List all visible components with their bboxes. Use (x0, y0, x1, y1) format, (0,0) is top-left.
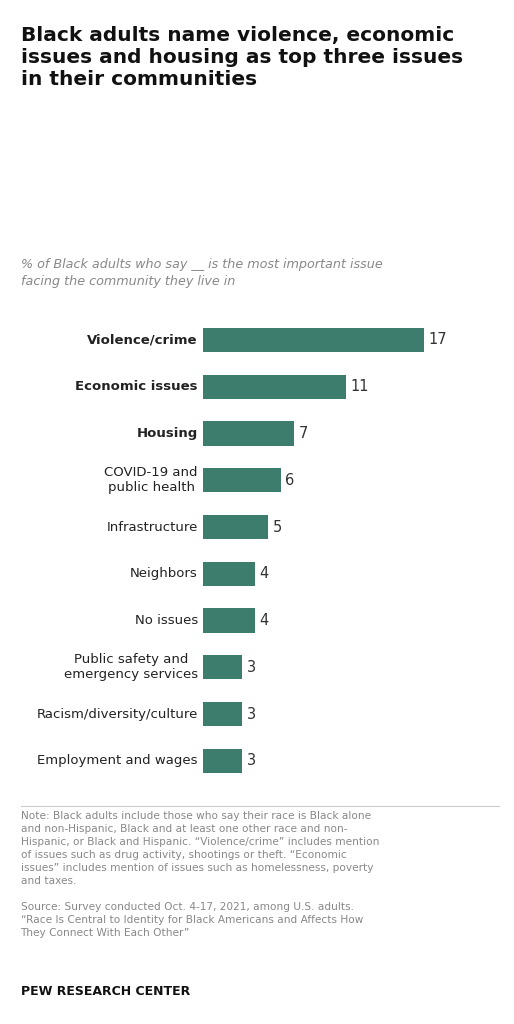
Text: % of Black adults who say __ is the most important issue
facing the community th: % of Black adults who say __ is the most… (21, 258, 382, 288)
Text: 11: 11 (351, 379, 369, 394)
Text: Employment and wages: Employment and wages (38, 755, 198, 767)
Bar (203, 421, 294, 445)
Text: 3: 3 (247, 659, 255, 675)
Bar (203, 749, 242, 773)
Text: 7: 7 (299, 426, 308, 441)
Text: 3: 3 (247, 707, 255, 722)
Text: COVID-19 and
public health: COVID-19 and public health (104, 466, 198, 495)
Text: Black adults name violence, economic
issues and housing as top three issues
in t: Black adults name violence, economic iss… (21, 26, 463, 89)
Bar (203, 468, 281, 493)
Text: Public safety and
emergency services: Public safety and emergency services (64, 653, 198, 681)
Bar (203, 561, 255, 586)
Text: 6: 6 (285, 473, 295, 487)
Text: Violence/crime: Violence/crime (87, 334, 198, 346)
Bar (203, 655, 242, 680)
Text: 4: 4 (260, 613, 269, 628)
Text: Infrastructure: Infrastructure (106, 520, 198, 534)
Bar (203, 375, 346, 399)
Text: Economic issues: Economic issues (76, 380, 198, 393)
Text: No issues: No issues (135, 614, 198, 627)
Text: 3: 3 (247, 754, 255, 768)
Bar (203, 701, 242, 726)
Bar (203, 515, 268, 540)
Text: Racism/diversity/culture: Racism/diversity/culture (36, 708, 198, 721)
Bar (203, 328, 424, 352)
Text: Housing: Housing (137, 427, 198, 440)
Text: 4: 4 (260, 566, 269, 582)
Text: 5: 5 (272, 519, 282, 535)
Text: PEW RESEARCH CENTER: PEW RESEARCH CENTER (21, 985, 190, 998)
Text: 17: 17 (428, 333, 447, 347)
Text: Note: Black adults include those who say their race is Black alone
and non-Hispa: Note: Black adults include those who say… (21, 811, 379, 938)
Bar (203, 608, 255, 633)
Text: Neighbors: Neighbors (130, 567, 198, 581)
